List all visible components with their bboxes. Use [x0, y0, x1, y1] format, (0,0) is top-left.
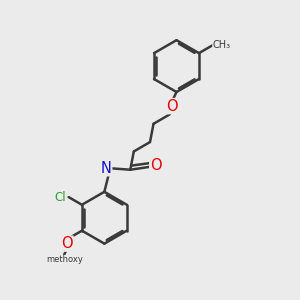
Text: Cl: Cl — [55, 190, 66, 204]
Text: O: O — [166, 99, 178, 114]
Text: O: O — [150, 158, 161, 173]
Text: N: N — [101, 161, 112, 176]
Text: methoxy: methoxy — [46, 255, 83, 264]
Text: H: H — [100, 162, 108, 172]
Text: CH₃: CH₃ — [213, 40, 231, 50]
Text: O: O — [61, 236, 73, 251]
